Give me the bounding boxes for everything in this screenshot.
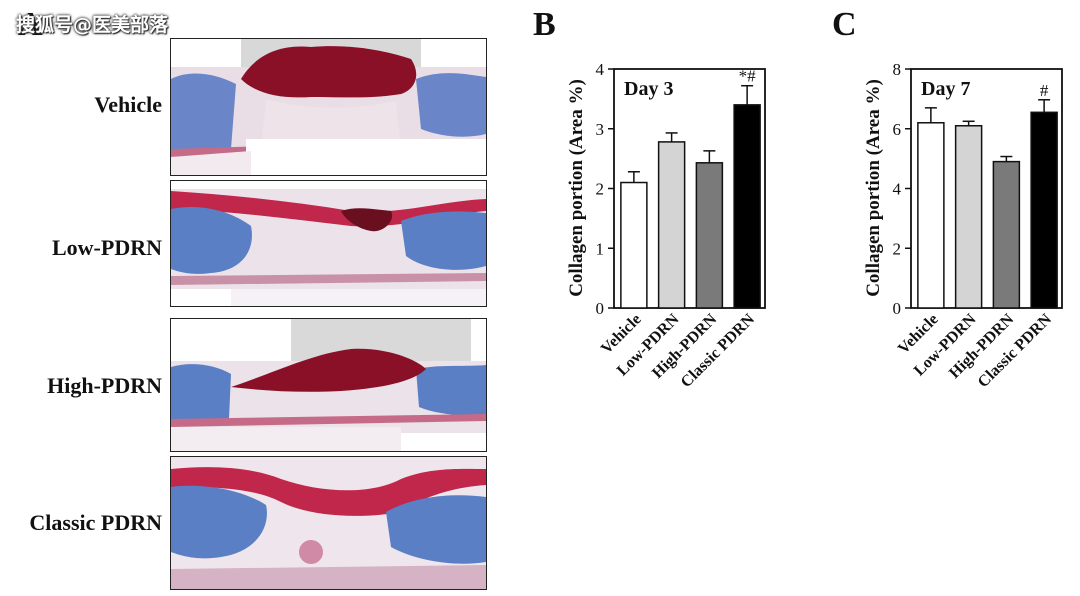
panel-c-letter: C — [832, 6, 857, 43]
bar-low-pdrn — [657, 141, 686, 309]
y-tick-label: 0 — [893, 299, 902, 318]
chart-b-title: Day 3 — [624, 78, 673, 100]
panel-b-letter: B — [533, 6, 556, 43]
y-tick-label: 4 — [893, 180, 902, 199]
bar-low-pdrn — [954, 125, 983, 309]
y-tick-label: 3 — [596, 120, 605, 139]
y-tick-label: 6 — [893, 120, 902, 139]
histology-image-high-pdrn — [170, 318, 487, 452]
significance-annotation: # — [1040, 81, 1049, 100]
y-tick-label: 0 — [596, 299, 605, 318]
significance-annotation: *# — [739, 67, 757, 86]
watermark-text: 搜狐号@医美部落 — [16, 14, 169, 36]
histology-image-vehicle — [170, 38, 487, 176]
histo-label-low-pdrn: Low-PDRN — [52, 235, 162, 260]
chart-c-ylabel: Collagen portion (Area %) — [863, 79, 884, 297]
bar-chart-day3: Collagen portion (Area %) Day 3 0 1 2 3 4 *#… — [566, 60, 766, 391]
histo-label-high-pdrn: High-PDRN — [47, 373, 162, 398]
bar-high-pdrn — [992, 160, 1021, 309]
histo-label-vehicle: Vehicle — [94, 92, 162, 117]
bar-classic-pdrn — [1030, 111, 1058, 309]
chart-c-title: Day 7 — [921, 78, 970, 100]
panel-a-letter: A — [18, 6, 43, 43]
bar-high-pdrn — [695, 162, 724, 309]
bar-vehicle — [620, 181, 648, 309]
y-tick-label: 8 — [893, 60, 902, 79]
bar-classic-pdrn — [733, 104, 761, 309]
y-tick-label: 2 — [596, 180, 605, 199]
y-tick-label: 4 — [596, 60, 605, 79]
histology-image-low-pdrn — [170, 180, 487, 307]
y-tick-label: 2 — [893, 239, 902, 258]
chart-b-ylabel: Collagen portion (Area %) — [566, 79, 587, 297]
y-tick-label: 1 — [596, 239, 605, 258]
bar-vehicle — [917, 122, 945, 309]
histology-image-classic-pdrn — [170, 456, 487, 590]
histo-label-classic-pdrn: Classic PDRN — [29, 510, 162, 535]
